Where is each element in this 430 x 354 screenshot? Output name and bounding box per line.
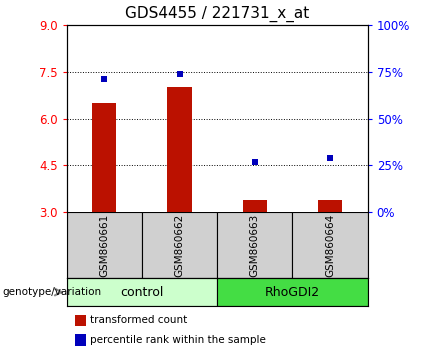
Text: genotype/variation: genotype/variation	[2, 287, 101, 297]
Text: GSM860664: GSM860664	[325, 213, 335, 277]
Text: GSM860661: GSM860661	[99, 213, 109, 277]
Bar	[67, 212, 142, 278]
Bar	[217, 212, 292, 278]
Bar	[92, 103, 116, 212]
Text: percentile rank within the sample: percentile rank within the sample	[90, 335, 266, 345]
Text: GSM860663: GSM860663	[250, 213, 260, 277]
Bar	[292, 212, 368, 278]
Text: GSM860662: GSM860662	[175, 213, 184, 277]
Bar	[217, 278, 368, 306]
Text: RhoGDI2: RhoGDI2	[265, 286, 320, 298]
Bar	[243, 200, 267, 212]
Bar	[168, 87, 192, 212]
Bar	[67, 278, 217, 306]
Title: GDS4455 / 221731_x_at: GDS4455 / 221731_x_at	[125, 6, 309, 22]
Text: control: control	[120, 286, 163, 298]
Bar	[142, 212, 217, 278]
Bar	[318, 200, 342, 212]
Text: transformed count: transformed count	[90, 315, 187, 325]
